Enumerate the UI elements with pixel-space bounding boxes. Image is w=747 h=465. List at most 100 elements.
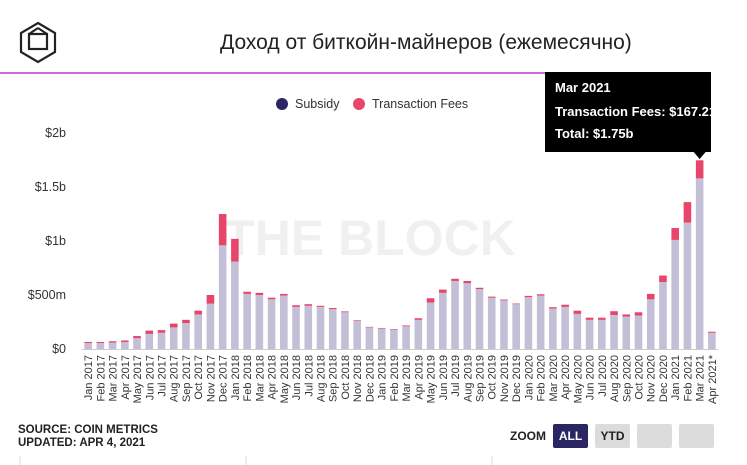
bar-subsidy [157, 332, 166, 349]
bar-subsidy [133, 338, 141, 349]
x-tick-label: Jan 2017 [83, 355, 95, 400]
bar-fees [573, 310, 582, 314]
x-tick-label: Jun 2018 [291, 355, 303, 400]
x-tick-label: Mar 2018 [254, 355, 266, 401]
bar-fees [475, 287, 484, 290]
bar-fees [121, 340, 129, 342]
bar-subsidy [255, 295, 264, 349]
zoom-ytd-button[interactable]: YTD [595, 424, 630, 448]
x-tick-label: Aug 2017 [169, 355, 181, 402]
bar-fees [108, 341, 117, 343]
bar-subsidy [280, 295, 288, 349]
bar-subsidy [145, 333, 154, 349]
x-tick-label: Dec 2018 [364, 355, 376, 402]
bar-subsidy [121, 341, 129, 349]
bar-subsidy [512, 304, 520, 349]
x-tick-label: May 2017 [132, 355, 144, 403]
bar-subsidy [475, 289, 484, 349]
bar-subsidy [414, 319, 423, 349]
tooltip-total: Total: $1.75b [555, 126, 634, 141]
bar-fees [169, 323, 178, 328]
bar-subsidy [524, 297, 533, 349]
x-tick-label: Nov 2020 [646, 355, 658, 402]
bar-fees [634, 312, 643, 316]
title-underline [0, 72, 555, 74]
bar-fees [194, 310, 202, 315]
bar-subsidy [316, 306, 325, 349]
bar-subsidy [610, 314, 618, 349]
x-tick-label: Jan 2020 [523, 355, 535, 400]
legend-subsidy-marker [276, 98, 288, 110]
the-block-logo [19, 21, 57, 64]
x-tick-label: Jul 2020 [597, 355, 609, 397]
y-tick-label: $0 [52, 342, 66, 356]
bar-fees [622, 314, 631, 317]
bar-subsidy [218, 245, 227, 349]
bar-subsidy [206, 303, 215, 349]
bar-subsidy [365, 327, 374, 349]
zoom-button-4[interactable] [679, 424, 714, 448]
tooltip-month: Mar 2021 [555, 80, 611, 95]
legend-subsidy-label: Subsidy [295, 97, 340, 111]
x-tick-label: Jul 2018 [303, 355, 315, 397]
x-tick-label: Jun 2019 [438, 355, 450, 400]
bar-subsidy [194, 314, 202, 349]
chart: THE BLOCK $0 $500m $1b $1.5b $2b Subsidy Transa… [27, 72, 719, 404]
bar-fees [695, 160, 704, 179]
bar-subsidy [561, 306, 569, 349]
bar-fees [426, 298, 435, 303]
bar-subsidy [659, 282, 667, 349]
bar-subsidy [683, 222, 692, 349]
x-tick-label: Apr 2020 [560, 355, 572, 400]
source-text: SOURCE: COIN METRICS [18, 424, 158, 436]
x-tick-label: Nov 2018 [352, 355, 364, 402]
bar-fees [157, 330, 166, 333]
bar-fees [231, 238, 239, 262]
x-tick-label: Sep 2020 [621, 355, 633, 402]
bar-fees [524, 295, 533, 298]
bar-subsidy [96, 343, 105, 349]
chart-title: Доход от биткойн-майнеров (ежемесячно) [220, 31, 632, 54]
bar-fees [133, 336, 141, 339]
bar-subsidy [390, 329, 398, 349]
bar-fees [414, 318, 423, 320]
bar-fees [598, 317, 606, 320]
bar-fees [182, 319, 190, 324]
bar-fees [255, 292, 264, 295]
zoom-button-3[interactable] [637, 424, 672, 448]
bar-fees [304, 304, 313, 306]
bar-fees [328, 307, 337, 310]
zoom-all-button[interactable]: ALL [553, 424, 588, 448]
updated-text: UPDATED: APR 4, 2021 [18, 437, 146, 449]
bar-fees [585, 317, 594, 320]
x-tick-label: Sep 2017 [181, 355, 193, 402]
x-tick-label: Nov 2019 [499, 355, 511, 402]
bar-subsidy [439, 292, 447, 349]
x-tick-label: Jun 2020 [585, 355, 597, 400]
y-tick-label: $1.5b [35, 180, 66, 194]
x-tick-label: Jun 2017 [144, 355, 156, 400]
x-tick-label: Sep 2018 [328, 355, 340, 402]
x-tick-label: Oct 2019 [487, 355, 499, 400]
bar-fees [708, 331, 716, 333]
legend-fees-label: Transaction Fees [372, 97, 468, 111]
bar-fees [659, 275, 667, 283]
bar-subsidy [182, 323, 190, 349]
bar-subsidy [402, 326, 410, 349]
tooltip-box [545, 72, 711, 152]
bar-fees [341, 311, 349, 313]
x-tick-label: Feb 2017 [95, 355, 107, 401]
bar-subsidy [536, 295, 545, 349]
bar-fees [487, 296, 496, 298]
x-tick-label: Aug 2020 [609, 355, 621, 402]
x-tick-label: Aug 2018 [316, 355, 328, 402]
bar-fees [549, 307, 557, 309]
bar-subsidy [426, 302, 435, 349]
x-tick-label: Aug 2019 [462, 355, 474, 402]
bar-subsidy [353, 320, 361, 349]
x-tick-label: Dec 2017 [218, 355, 230, 402]
x-tick-label: Sep 2019 [475, 355, 487, 402]
bar-fees [243, 291, 251, 294]
x-tick-label: Dec 2020 [658, 355, 670, 402]
x-tick-label: Nov 2017 [205, 355, 217, 402]
